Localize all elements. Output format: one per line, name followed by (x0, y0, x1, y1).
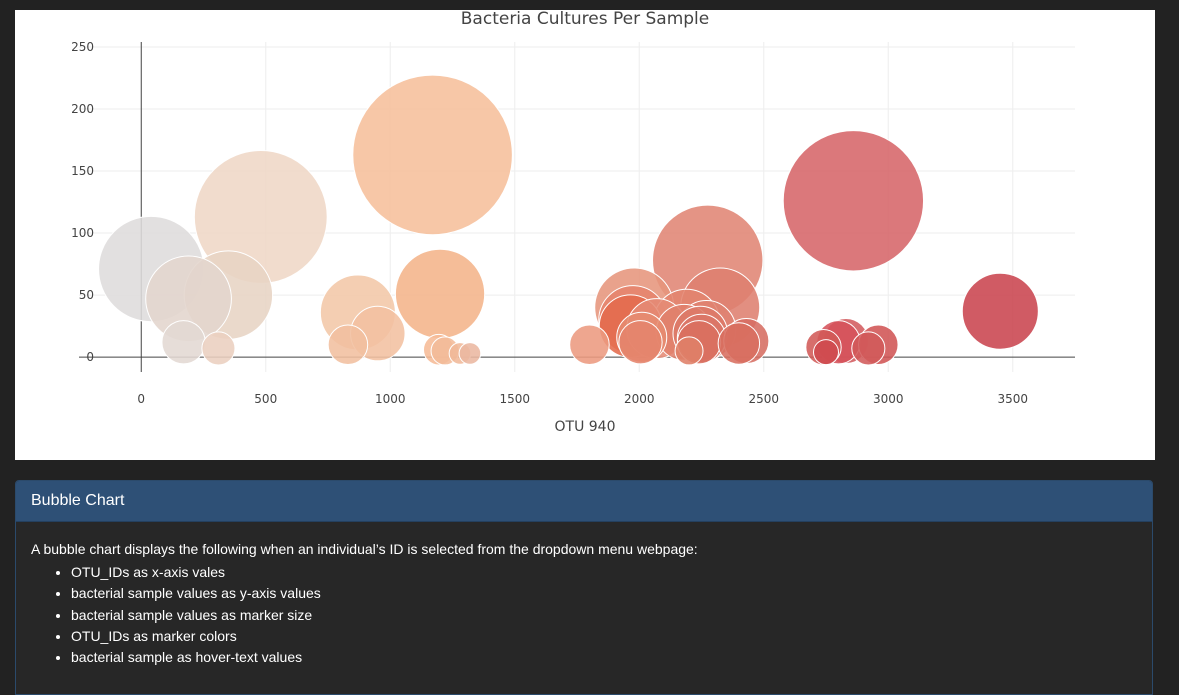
y-tick-label: 150 (71, 164, 94, 178)
bubble[interactable] (458, 342, 482, 365)
bubble[interactable] (618, 320, 663, 365)
bubble[interactable] (782, 130, 925, 272)
x-tick-label: 3000 (873, 392, 904, 406)
x-tick-label: 1000 (375, 392, 406, 406)
y-tick-label: 200 (71, 102, 94, 116)
x-tick-label: 0 (137, 392, 145, 406)
bubble[interactable] (674, 336, 704, 366)
bubble[interactable] (813, 339, 839, 366)
list-item: bacterial sample values as marker size (71, 605, 1137, 626)
bubble[interactable] (161, 320, 206, 365)
y-tick-label: 50 (79, 288, 94, 302)
bubble[interactable] (352, 74, 513, 236)
bubble-chart: 0 500 1000 1500 2000 2500 3000 3500 0 50 100 150 200… (71, 10, 1075, 435)
x-tick-label: 2500 (748, 392, 779, 406)
x-tick-label: 3500 (997, 392, 1028, 406)
list-item: bacterial sample as hover-text values (71, 647, 1137, 668)
x-tick-label: 1500 (499, 392, 530, 406)
bubble-layer[interactable] (98, 74, 1039, 366)
y-tick-label: 0 (86, 350, 94, 364)
bubble[interactable] (717, 322, 761, 365)
y-tick-label: 250 (71, 40, 94, 54)
chart-panel: 0 500 1000 1500 2000 2500 3000 3500 0 50 100 150 200… (15, 10, 1155, 460)
list-item: bacterial sample values as y-axis values (71, 583, 1137, 604)
bubble[interactable] (327, 324, 369, 365)
info-list: OTU_IDs as x-axis vales bacterial sample… (31, 562, 1137, 668)
bubble[interactable] (394, 248, 486, 339)
x-tick-label: 500 (254, 392, 277, 406)
info-description: A bubble chart displays the following wh… (31, 541, 698, 557)
info-panel: Bubble Chart A bubble chart displays the… (15, 480, 1153, 695)
info-panel-body: A bubble chart displays the following wh… (16, 522, 1152, 668)
x-tick-label: 2000 (624, 392, 655, 406)
x-axis-title: OTU 940 (555, 419, 616, 435)
chart-title: Bacteria Cultures Per Sample (461, 10, 709, 29)
list-item: OTU_IDs as x-axis vales (71, 562, 1137, 583)
bubble[interactable] (201, 331, 236, 366)
info-panel-title: Bubble Chart (16, 481, 1152, 522)
bubble[interactable] (569, 324, 610, 365)
tick-labels: 0 500 1000 1500 2000 2500 3000 3500 0 50 100 150 200… (71, 40, 1028, 406)
bubble[interactable] (961, 272, 1039, 350)
list-item: OTU_IDs as marker colors (71, 626, 1137, 647)
bubble[interactable] (851, 331, 886, 366)
y-tick-label: 100 (71, 226, 94, 240)
